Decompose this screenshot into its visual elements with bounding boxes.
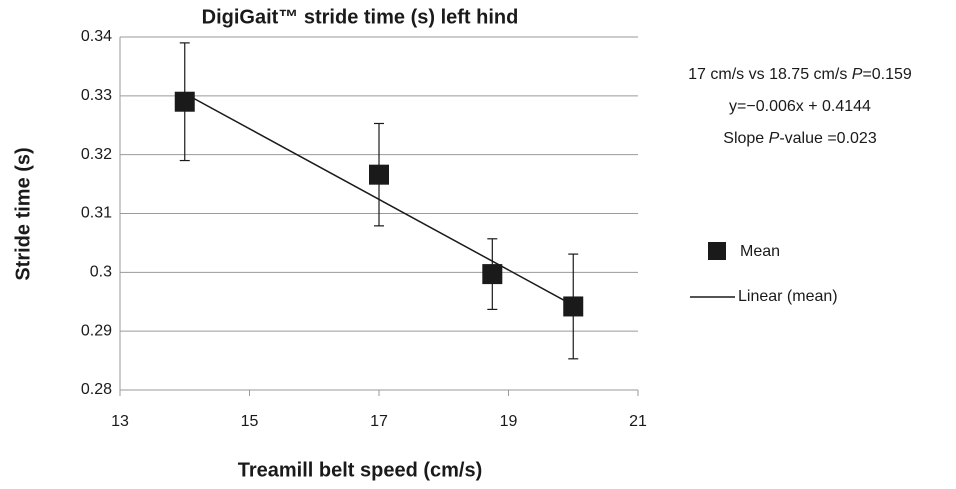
annotation-part: -value =0.023 [779, 130, 877, 147]
marker [482, 264, 503, 285]
annotation-part: P [852, 66, 863, 83]
x-tick-label: 13 [111, 413, 129, 430]
marker [369, 164, 389, 185]
annotation-part: 17 cm/s vs 18.75 cm/s [688, 66, 852, 83]
y-axis-label: Stride time (s) [12, 147, 34, 280]
y-tick-label: 0.32 [81, 146, 112, 163]
x-tick-label: 19 [500, 413, 518, 430]
legend-label: Linear (mean) [738, 288, 838, 305]
x-tick-label: 15 [241, 413, 259, 430]
annotation-part: y=−0.006x + 0.4144 [729, 98, 871, 115]
x-axis-label: Treamill belt speed (cm/s) [238, 459, 483, 481]
marker [174, 91, 195, 112]
y-tick-label: 0.28 [81, 381, 112, 398]
chart-title: DigiGait™ stride time (s) left hind [202, 6, 519, 28]
annotation: Slope P-value =0.023 [723, 130, 877, 147]
annotation-part: =0.159 [862, 66, 911, 83]
annotation: y=−0.006x + 0.4144 [729, 98, 871, 115]
y-tick-label: 0.31 [81, 205, 112, 222]
marker [563, 296, 584, 317]
y-tick-label: 0.34 [81, 28, 112, 45]
x-tick-label: 21 [629, 413, 647, 430]
annotation: 17 cm/s vs 18.75 cm/s P=0.159 [688, 66, 912, 83]
legend-marker [708, 242, 726, 260]
annotation-part: Slope [723, 130, 768, 147]
annotation-part: P [769, 130, 780, 147]
y-tick-label: 0.29 [81, 322, 112, 339]
legend-label: Mean [740, 243, 780, 260]
x-tick-label: 17 [370, 413, 388, 430]
y-tick-label: 0.33 [81, 87, 112, 104]
y-tick-label: 0.3 [90, 264, 112, 281]
